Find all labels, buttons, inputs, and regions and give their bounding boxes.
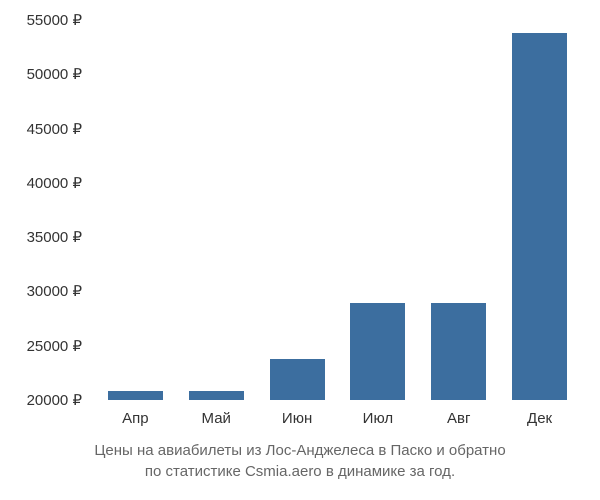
- y-tick-label: 40000 ₽: [27, 174, 82, 192]
- y-tick-label: 50000 ₽: [27, 65, 82, 83]
- x-tick-label: Июл: [363, 410, 393, 427]
- x-tick-label: Авг: [447, 410, 470, 427]
- bar: [350, 303, 405, 400]
- y-tick-label: 25000 ₽: [27, 337, 82, 355]
- x-axis: Апр Май Июн Июл Авг Дек: [95, 405, 580, 435]
- bar: [512, 33, 567, 400]
- y-tick-label: 30000 ₽: [27, 282, 82, 300]
- chart-container: 20000 ₽ 25000 ₽ 30000 ₽ 35000 ₽ 40000 ₽ 45000…: [0, 0, 600, 500]
- y-axis: 20000 ₽25000 ₽30000 ₽35000 ₽40000 ₽45000…: [0, 20, 90, 400]
- y-tick-label: 35000 ₽: [27, 228, 82, 246]
- chart-caption: Цены на авиабилеты из Лос-Анджелеса в Па…: [0, 440, 600, 482]
- caption-line-2: по статистике Csmia.aero в динамике за г…: [145, 463, 455, 480]
- plot-area: [95, 20, 580, 400]
- x-tick-label: Дек: [527, 410, 552, 427]
- y-tick-label: 45000 ₽: [27, 120, 82, 138]
- y-tick-label: 20000 ₽: [27, 391, 82, 409]
- bar: [108, 391, 163, 400]
- caption-line-1: Цены на авиабилеты из Лос-Анджелеса в Па…: [94, 442, 505, 459]
- x-tick-label: Июн: [282, 410, 312, 427]
- bar: [189, 391, 244, 400]
- x-tick-label: Апр: [122, 410, 148, 427]
- x-tick-label: Май: [202, 410, 231, 427]
- bar: [431, 303, 486, 400]
- bar: [270, 359, 325, 400]
- y-tick-label: 55000 ₽: [27, 11, 82, 29]
